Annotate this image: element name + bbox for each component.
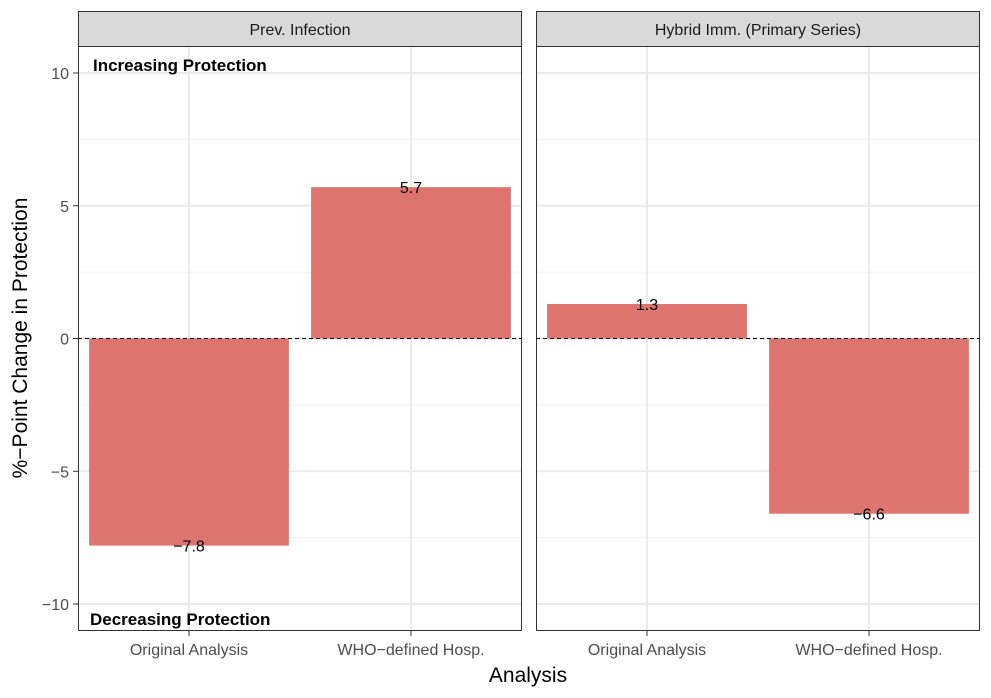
data-label: 1.3	[636, 297, 658, 314]
y-tick-label: 5	[60, 199, 69, 216]
x-tick-label: WHO−defined Hosp.	[795, 642, 942, 659]
facet-title: Hybrid Imm. (Primary Series)	[655, 22, 861, 39]
bar	[769, 338, 969, 514]
x-axis-title: Analysis	[489, 664, 567, 687]
y-tick-label: −10	[42, 597, 69, 614]
y-axis-title: %−Point Change in Protection	[9, 198, 32, 479]
data-label: −7.8	[173, 539, 205, 556]
y-tick-label: 10	[51, 66, 69, 83]
x-tick-label: WHO−defined Hosp.	[337, 642, 484, 659]
panel-1: −7.8 5.7 Increasing Protection Decreasing P…	[78, 11, 522, 659]
annotation-increasing: Increasing Protection	[93, 56, 267, 75]
facet-title: Prev. Infection	[249, 22, 350, 39]
annotation-decreasing: Decreasing Protection	[90, 610, 270, 629]
data-label: 5.7	[400, 180, 422, 197]
y-tick-label: −5	[51, 464, 69, 481]
facet-strip	[78, 11, 522, 47]
bar	[311, 187, 511, 339]
data-label: −6.6	[853, 507, 885, 524]
x-tick-label: Original Analysis	[588, 642, 706, 659]
y-tick-label: 0	[60, 332, 69, 349]
bar	[547, 303, 747, 339]
y-axis: 10 5 0 −5 −10	[42, 66, 78, 614]
panels-layer: −7.8 5.7 Increasing Protection Decreasing P…	[78, 11, 980, 659]
bar	[89, 338, 289, 546]
panel-2: 1.3 −6.6 Hybrid Imm. (Primary Series) Origi…	[536, 11, 980, 659]
facet-strip	[536, 11, 980, 47]
x-tick-label: Original Analysis	[130, 642, 248, 659]
